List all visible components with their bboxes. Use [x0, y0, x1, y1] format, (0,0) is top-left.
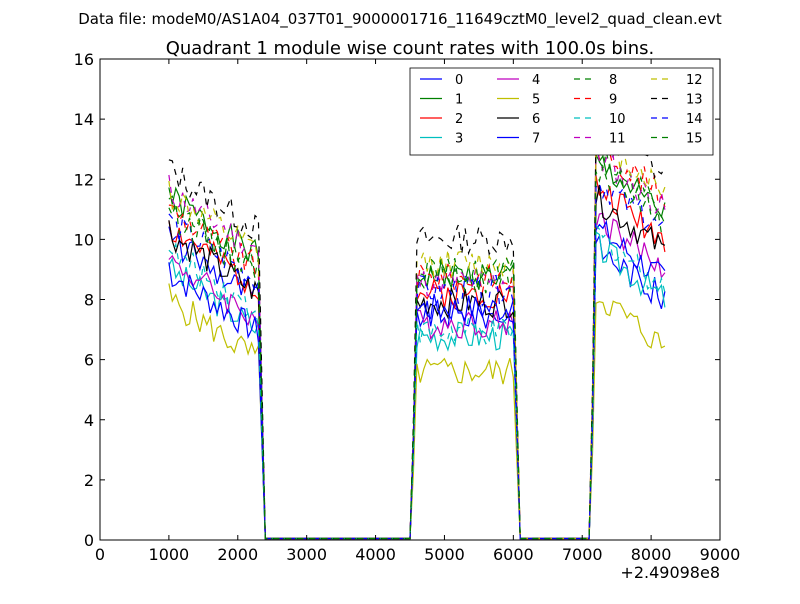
y-tick-label: 12 — [74, 170, 94, 189]
x-offset-label: +2.49098e8 — [620, 563, 720, 582]
x-tick-label: 5000 — [424, 545, 465, 564]
series-line-11 — [168, 143, 666, 540]
x-tick-label: 8000 — [631, 545, 672, 564]
x-tick-label: 6000 — [493, 545, 534, 564]
legend-label: 10 — [609, 112, 626, 127]
x-tick-label: 1000 — [149, 545, 190, 564]
chart-title: Quadrant 1 module wise count rates with … — [166, 38, 655, 59]
x-tick-label: 4000 — [355, 545, 396, 564]
x-tick-label: 3000 — [286, 545, 327, 564]
legend-label: 1 — [455, 93, 463, 108]
y-tick-label: 16 — [74, 50, 94, 69]
series-line-4 — [168, 212, 666, 540]
x-tick-label: 0 — [95, 545, 105, 564]
legend-label: 6 — [532, 112, 540, 127]
series-line-6 — [168, 184, 666, 540]
legend-label: 15 — [686, 132, 703, 147]
y-tick-label: 14 — [74, 110, 94, 129]
series-line-14 — [168, 181, 666, 540]
y-tick-label: 8 — [84, 291, 94, 310]
y-tick-label: 10 — [74, 230, 94, 249]
legend-label: 2 — [455, 112, 463, 127]
axes-layer: 0 1000 2000 3000 4000 5000 6000 7000 8000 9000 0 2 4… — [74, 50, 741, 564]
legend-label: 14 — [686, 112, 703, 127]
series-line-8 — [168, 151, 666, 540]
legend-label: 13 — [686, 93, 703, 108]
x-tick-label: 2000 — [217, 545, 258, 564]
legend-label: 9 — [609, 93, 617, 108]
legend-label: 3 — [455, 132, 463, 147]
legend-label: 0 — [455, 73, 463, 88]
legend-label: 5 — [532, 93, 540, 108]
series-line-15 — [168, 164, 665, 540]
legend-label: 12 — [686, 73, 703, 88]
series-line-5 — [168, 283, 666, 540]
legend-label: 8 — [609, 73, 617, 88]
series-layer — [168, 116, 666, 540]
figure-suptitle: Data file: modeM0/AS1A04_037T01_90000017… — [78, 10, 722, 29]
y-tick-label: 4 — [84, 411, 94, 430]
y-tick-label: 6 — [84, 351, 94, 370]
series-line-7 — [168, 219, 666, 540]
series-line-10 — [168, 223, 666, 540]
x-tick-label: 7000 — [562, 545, 603, 564]
legend-label: 11 — [609, 132, 626, 147]
series-line-9 — [168, 134, 666, 540]
legend-label: 7 — [532, 132, 540, 147]
y-tick-label: 2 — [84, 471, 94, 490]
legend-label: 4 — [532, 73, 540, 88]
legend-box — [409, 67, 714, 156]
y-tick-label: 0 — [84, 531, 94, 550]
x-tick-label: 9000 — [700, 545, 741, 564]
series-line-2 — [168, 175, 666, 540]
